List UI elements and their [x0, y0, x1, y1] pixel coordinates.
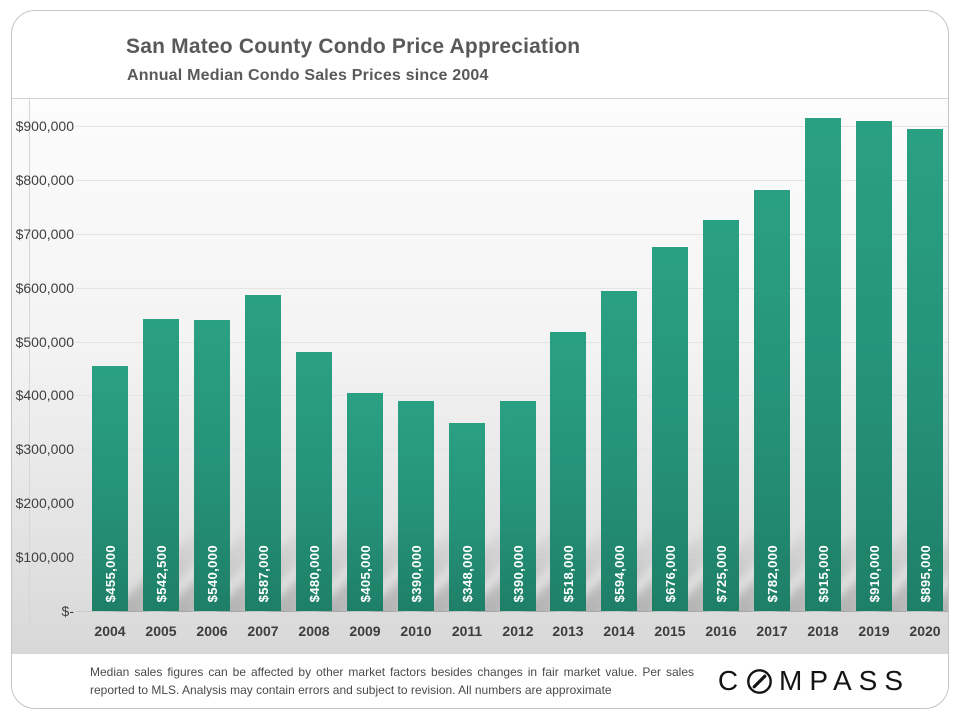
bar-value-label-2005: $542,500 [153, 544, 169, 602]
bar-value-label-2015: $676,000 [662, 544, 678, 602]
x-axis-label-2020: 2020 [909, 623, 941, 639]
y-axis-label-8: $800,000 [15, 172, 74, 188]
bar-2018: $915,000 [805, 118, 841, 611]
y-axis-label-6: $600,000 [15, 280, 74, 296]
y-axis-label-7: $700,000 [15, 226, 74, 242]
bar-2015: $676,000 [652, 247, 688, 611]
compass-o-icon [747, 668, 772, 694]
bar-chart: $455,000 $542,500 $540,000 $587,000 $480,000… [12, 98, 948, 655]
x-axis-label-2019: 2019 [858, 623, 890, 639]
x-axis-label-2010: 2010 [400, 623, 432, 639]
bar-value-label-2013: $518,000 [560, 544, 576, 602]
y-axis-label-3: $300,000 [15, 441, 74, 457]
gridline-800000 [76, 180, 948, 181]
chart-footer: Median sales figures can be affected by … [12, 654, 948, 707]
x-axis-label-2017: 2017 [756, 623, 788, 639]
bar-2013: $518,000 [550, 332, 586, 611]
bar-2012: $390,000 [500, 401, 536, 611]
bar-value-label-2008: $480,000 [306, 544, 322, 602]
bar-2017: $782,000 [754, 190, 790, 611]
bar-value-label-2009: $405,000 [357, 544, 373, 602]
x-axis-label-2015: 2015 [654, 623, 686, 639]
x-axis-label-2007: 2007 [247, 623, 279, 639]
y-axis-label-1: $100,000 [15, 549, 74, 565]
axis-baseline [76, 611, 948, 612]
bar-value-label-2012: $390,000 [510, 544, 526, 602]
gridline-400000 [76, 395, 948, 396]
bar-value-label-2004: $455,000 [102, 544, 118, 602]
bar-value-label-2006: $540,000 [204, 544, 220, 602]
x-axis-label-2004: 2004 [94, 623, 126, 639]
bar-2009: $405,000 [347, 393, 383, 611]
gridline-500000 [76, 342, 948, 343]
x-axis-label-2014: 2014 [603, 623, 635, 639]
bar-value-label-2019: $910,000 [866, 544, 882, 602]
bar-2020: $895,000 [907, 129, 943, 611]
x-axis-label-2013: 2013 [552, 623, 584, 639]
bar-2008: $480,000 [296, 352, 332, 611]
bar-2005: $542,500 [143, 319, 179, 611]
x-axis-label-2005: 2005 [145, 623, 177, 639]
bar-2011: $348,000 [449, 423, 485, 611]
chart-left-border [29, 99, 30, 654]
x-axis-label-2011: 2011 [451, 623, 483, 639]
compass-logo: C MPASS [718, 664, 910, 698]
bar-2004: $455,000 [92, 366, 128, 611]
logo-letters-mpass: MPASS [779, 665, 910, 696]
bar-value-label-2007: $587,000 [255, 544, 271, 602]
gridline-600000 [76, 288, 948, 289]
y-axis-label-9: $900,000 [15, 118, 74, 134]
bar-2016: $725,000 [703, 220, 739, 611]
x-axis-label-2008: 2008 [298, 623, 330, 639]
gridline-700000 [76, 234, 948, 235]
x-axis-label-2016: 2016 [705, 623, 737, 639]
x-axis-label-2009: 2009 [349, 623, 381, 639]
page-title: San Mateo County Condo Price Appreciatio… [126, 35, 581, 58]
bar-2007: $587,000 [245, 295, 281, 611]
y-axis-label-2: $200,000 [15, 495, 74, 511]
bar-2019: $910,000 [856, 121, 892, 611]
bar-2010: $390,000 [398, 401, 434, 611]
chart-header: San Mateo County Condo Price Appreciatio… [12, 11, 948, 97]
bar-2014: $594,000 [601, 291, 637, 611]
bar-value-label-2014: $594,000 [611, 544, 627, 602]
bar-value-label-2018: $915,000 [815, 544, 831, 602]
x-axis-label-2018: 2018 [807, 623, 839, 639]
logo-letter-c: C [717, 665, 746, 696]
x-axis-label-2012: 2012 [502, 623, 534, 639]
y-axis-label-5: $500,000 [15, 334, 74, 350]
y-axis-label-0: $- [61, 603, 74, 619]
footer-disclaimer: Median sales figures can be affected by … [90, 665, 694, 697]
y-axis-label-4: $400,000 [15, 387, 74, 403]
bar-2006: $540,000 [194, 320, 230, 611]
bar-value-label-2016: $725,000 [713, 544, 729, 602]
bar-value-label-2020: $895,000 [917, 544, 933, 602]
plot-area: $455,000 $542,500 $540,000 $587,000 $480,000… [12, 99, 948, 612]
bar-value-label-2017: $782,000 [764, 544, 780, 602]
bar-value-label-2010: $390,000 [408, 544, 424, 602]
gridline-900000 [76, 126, 948, 127]
x-axis-label-2006: 2006 [196, 623, 228, 639]
bar-value-label-2011: $348,000 [459, 544, 475, 602]
page-subtitle: Annual Median Condo Sales Prices since 2… [127, 67, 489, 84]
